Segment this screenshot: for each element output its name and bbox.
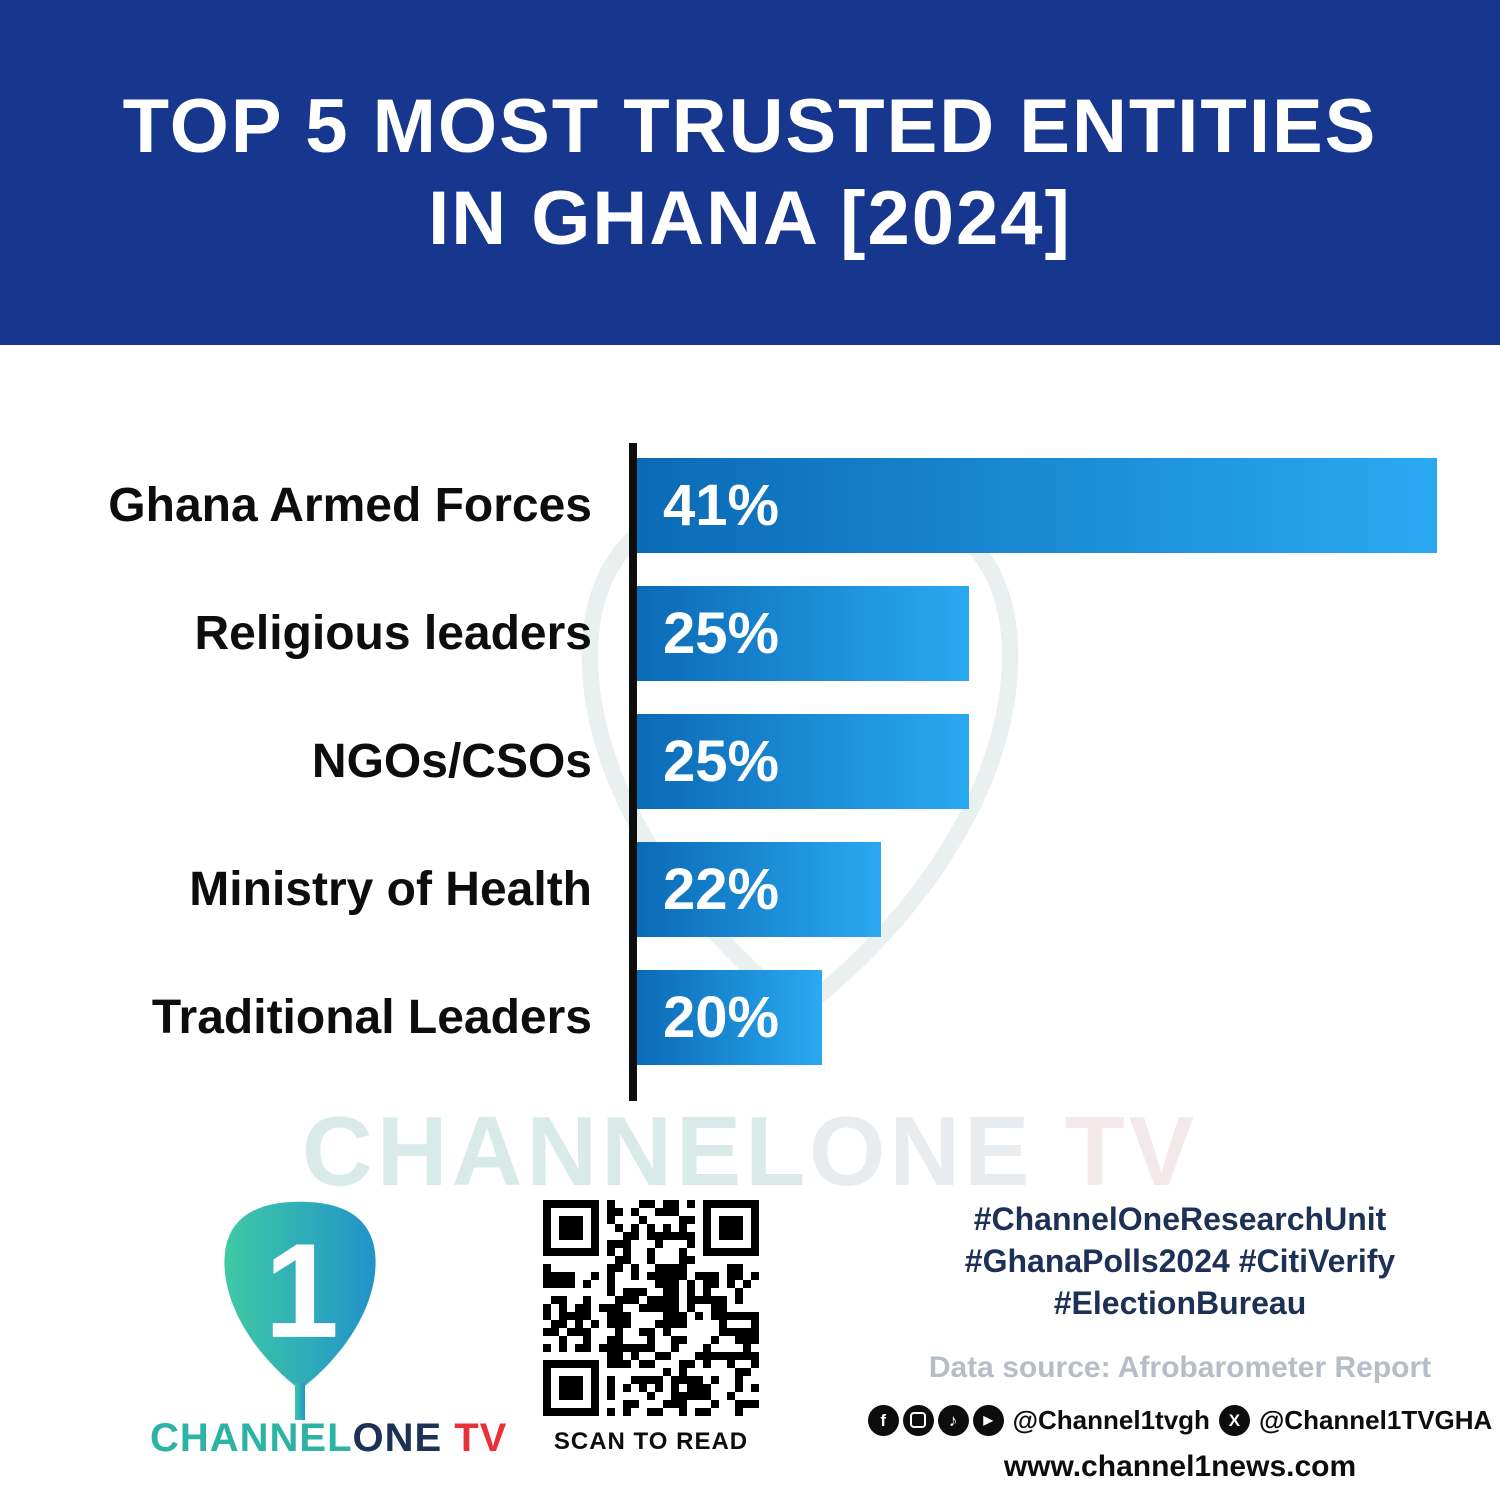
channel-one-logo: 1 CHANNELONE TV xyxy=(150,1190,506,1461)
bar-value-label: 25% xyxy=(663,601,780,666)
chart-row: Traditional Leaders 20% xyxy=(0,970,1500,1065)
category-label: Ghana Armed Forces xyxy=(108,479,592,532)
category-label: Traditional Leaders xyxy=(151,991,592,1044)
page-title-line2: IN GHANA [2024] xyxy=(428,175,1072,261)
chart-row: NGOs/CSOs 25% xyxy=(0,714,1500,809)
chart-row: Religious leaders 25% xyxy=(0,586,1500,681)
brand-channel: CHANNEL xyxy=(150,1416,353,1460)
x-icon: X xyxy=(1218,1404,1250,1436)
bar-value-label: 41% xyxy=(663,473,780,538)
category-label: Religious leaders xyxy=(194,607,592,660)
bar-value-label: 25% xyxy=(663,729,780,794)
youtube-icon: ▶ xyxy=(972,1404,1004,1436)
brand-tv: TV xyxy=(454,1416,508,1460)
footer-right: #ChannelOneResearchUnit #GhanaPolls2024 … xyxy=(867,1198,1492,1484)
bar: 22% xyxy=(637,842,881,937)
chart-row: Ghana Armed Forces 41% xyxy=(0,458,1500,553)
hashtags-line-3: #ElectionBureau xyxy=(1053,1285,1307,1322)
website-url: www.channel1news.com xyxy=(1003,1449,1357,1483)
bar-value-label: 22% xyxy=(663,857,780,922)
chart-row: Ministry of Health 22% xyxy=(0,842,1500,937)
watermark-one: ONE xyxy=(809,1096,1034,1206)
qr-code xyxy=(543,1200,759,1416)
brand-one: ONE xyxy=(352,1416,443,1460)
category-label: Ministry of Health xyxy=(189,863,592,916)
chart-rows: Ghana Armed Forces 41% Religious leaders 25… xyxy=(0,458,1500,1065)
instagram-icon xyxy=(902,1404,934,1436)
watermark-tv: TV xyxy=(1033,1096,1198,1206)
hashtags-line-2: #GhanaPolls2024 #CitiVerify xyxy=(964,1243,1396,1280)
tiktok-icon: ♪ xyxy=(937,1404,969,1436)
chart-axis xyxy=(629,443,637,1101)
category-label: NGOs/CSOs xyxy=(311,735,592,788)
hashtags-line-1: #ChannelOneResearchUnit xyxy=(973,1201,1387,1237)
bar-value-label: 20% xyxy=(663,985,780,1050)
header: TOP 5 MOST TRUSTED ENTITIES IN GHANA [20… xyxy=(0,0,1500,345)
bar: 41% xyxy=(637,458,1437,553)
qr-caption: SCAN TO READ xyxy=(553,1428,749,1455)
social-handle-1: @Channel1tvgh xyxy=(1012,1404,1210,1435)
social-row: f ♪ ▶ @Channel1tvgh X @Channel1TVGHA xyxy=(867,1404,1492,1436)
qr-block: SCAN TO READ xyxy=(543,1200,759,1456)
data-source: Data source: Afrobarometer Report xyxy=(928,1350,1432,1384)
channel-one-logo-icon: 1 xyxy=(224,1201,376,1420)
social-handle-2: @Channel1TVGHA xyxy=(1258,1404,1493,1435)
logo-digit: 1 xyxy=(264,1216,339,1366)
bar: 20% xyxy=(637,970,822,1065)
facebook-icon: f xyxy=(867,1404,899,1436)
bar: 25% xyxy=(637,714,969,809)
page-title-line1: TOP 5 MOST TRUSTED ENTITIES xyxy=(122,84,1378,170)
brand-wordmark: CHANNELONE TV xyxy=(150,1416,506,1461)
bar: 25% xyxy=(637,586,969,681)
social-icons-group: f ♪ ▶ xyxy=(867,1404,1004,1436)
